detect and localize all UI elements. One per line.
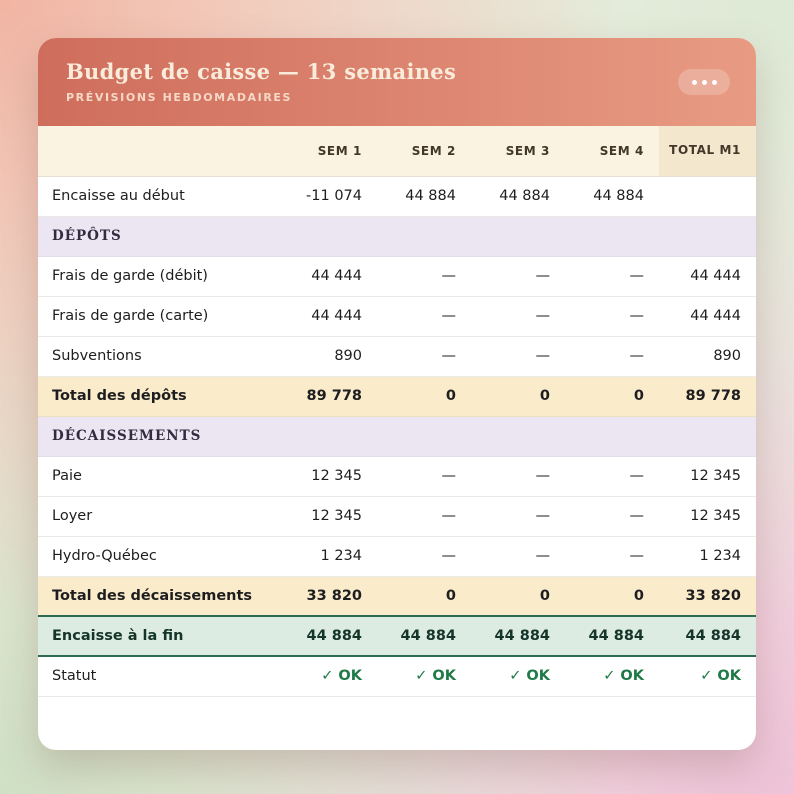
cell-value: —: [377, 536, 471, 577]
cell-value: 44 444: [283, 296, 377, 337]
column-header: SEM 1: [283, 126, 377, 177]
card-header: Budget de caisse — 13 semaines PRÉVISION…: [38, 38, 756, 126]
table-row: Paie 12 345— — —12 345: [38, 456, 756, 497]
table-row: Total des décaissements 33 820 0 0 0 33 820: [38, 576, 756, 617]
cell-value: 0: [565, 376, 659, 417]
table-row: Subventions 890— — —890: [38, 336, 756, 377]
table-row: Total des dépôts 89 778 0 0 0 89 778: [38, 376, 756, 417]
table-row: Statut ✓ OK ✓ OK ✓ OK ✓ OK ✓ OK: [38, 656, 756, 697]
table-body: Encaisse au début -11 074 44 884 44 884 44 8…: [38, 176, 756, 697]
table-row: Loyer 12 345— — —12 345: [38, 496, 756, 537]
cell-value: 44 884: [659, 615, 756, 657]
section-label: DÉCAISSEMENTS: [38, 416, 756, 457]
cell-value: 44 884: [565, 615, 659, 657]
cell-value: -11 074: [283, 176, 377, 217]
column-header: SEM 3: [471, 126, 565, 177]
cell-value: 44 884: [377, 615, 471, 657]
cell-value: 0: [565, 576, 659, 617]
row-label: Frais de garde (débit): [38, 256, 283, 297]
section-row: DÉPÔTS: [38, 216, 756, 257]
page-title: Budget de caisse — 13 semaines: [66, 59, 457, 84]
row-label: Encaisse à la fin: [38, 615, 283, 657]
row-label: Loyer: [38, 496, 283, 537]
budget-card: Budget de caisse — 13 semaines PRÉVISION…: [38, 38, 756, 750]
row-label: Encaisse au début: [38, 176, 283, 217]
column-header: SEM 2: [377, 126, 471, 177]
cell-value: 44 444: [659, 296, 756, 337]
three-dots-icon: [691, 79, 697, 85]
cell-value: —: [471, 536, 565, 577]
cell-value: 890: [659, 336, 756, 377]
cell-value: 33 820: [283, 576, 377, 617]
table-row: Hydro-Québec 1 234— — —1 234: [38, 536, 756, 577]
cell-value: 89 778: [659, 376, 756, 417]
table-header: SEM 1 SEM 2 SEM 3 SEM 4 TOTAL M1: [38, 126, 756, 177]
column-header: TOTAL M1: [659, 126, 756, 177]
table-row: Encaisse au début -11 074 44 884 44 884 44 8…: [38, 176, 756, 217]
cell-value: 12 345: [659, 456, 756, 497]
row-label: Subventions: [38, 336, 283, 377]
row-label: Total des dépôts: [38, 376, 283, 417]
cell-value: —: [565, 296, 659, 337]
cell-value: 44 884: [283, 615, 377, 657]
row-label: Hydro-Québec: [38, 536, 283, 577]
table-row: Encaisse à la fin 44 884 44 884 44 884 44 88…: [38, 615, 756, 657]
cell-value: 0: [471, 376, 565, 417]
cell-value: —: [471, 256, 565, 297]
cell-value: —: [471, 336, 565, 377]
cell-value: —: [471, 496, 565, 537]
cell-value: 0: [377, 376, 471, 417]
cell-value: 0: [471, 576, 565, 617]
header-row: SEM 1 SEM 2 SEM 3 SEM 4 TOTAL M1: [38, 126, 756, 177]
cell-value: 890: [283, 336, 377, 377]
cell-value: 44 884: [565, 176, 659, 217]
cell-value: 89 778: [283, 376, 377, 417]
cell-value: —: [377, 496, 471, 537]
status-value: ✓ OK: [471, 656, 565, 697]
cell-value: —: [471, 456, 565, 497]
section-row: DÉCAISSEMENTS: [38, 416, 756, 457]
row-label: Statut: [38, 656, 283, 697]
cell-value: [659, 176, 756, 217]
cell-value: 33 820: [659, 576, 756, 617]
status-value: ✓ OK: [377, 656, 471, 697]
cell-value: —: [565, 456, 659, 497]
cell-value: 12 345: [659, 496, 756, 537]
cell-value: —: [565, 536, 659, 577]
cell-value: 44 884: [471, 615, 565, 657]
cell-value: 44 444: [283, 256, 377, 297]
section-label: DÉPÔTS: [38, 216, 756, 257]
cell-value: —: [377, 336, 471, 377]
cell-value: —: [377, 296, 471, 337]
more-options-button[interactable]: [678, 69, 730, 95]
row-label: Frais de garde (carte): [38, 296, 283, 337]
cell-value: 0: [377, 576, 471, 617]
page-subtitle: PRÉVISIONS HEBDOMADAIRES: [66, 91, 293, 104]
cell-value: 1 234: [659, 536, 756, 577]
table-row: Frais de garde (carte) 44 444— — —44 444: [38, 296, 756, 337]
cell-value: 1 234: [283, 536, 377, 577]
cell-value: 44 444: [659, 256, 756, 297]
cell-value: —: [565, 496, 659, 537]
cell-value: —: [471, 296, 565, 337]
cell-value: —: [565, 256, 659, 297]
cell-value: 12 345: [283, 456, 377, 497]
status-value: ✓ OK: [283, 656, 377, 697]
cell-value: —: [377, 456, 471, 497]
cell-value: —: [565, 336, 659, 377]
budget-table: SEM 1 SEM 2 SEM 3 SEM 4 TOTAL M1 Encaisse au…: [38, 126, 756, 697]
status-value: ✓ OK: [565, 656, 659, 697]
row-label: Total des décaissements: [38, 576, 283, 617]
card-footer: [38, 697, 756, 747]
cell-value: 12 345: [283, 496, 377, 537]
cell-value: —: [377, 256, 471, 297]
cell-value: 44 884: [471, 176, 565, 217]
column-header-empty: [38, 126, 283, 177]
row-label: Paie: [38, 456, 283, 497]
column-header: SEM 4: [565, 126, 659, 177]
table-row: Frais de garde (débit) 44 444— — —44 444: [38, 256, 756, 297]
cell-value: 44 884: [377, 176, 471, 217]
status-value: ✓ OK: [659, 656, 756, 697]
